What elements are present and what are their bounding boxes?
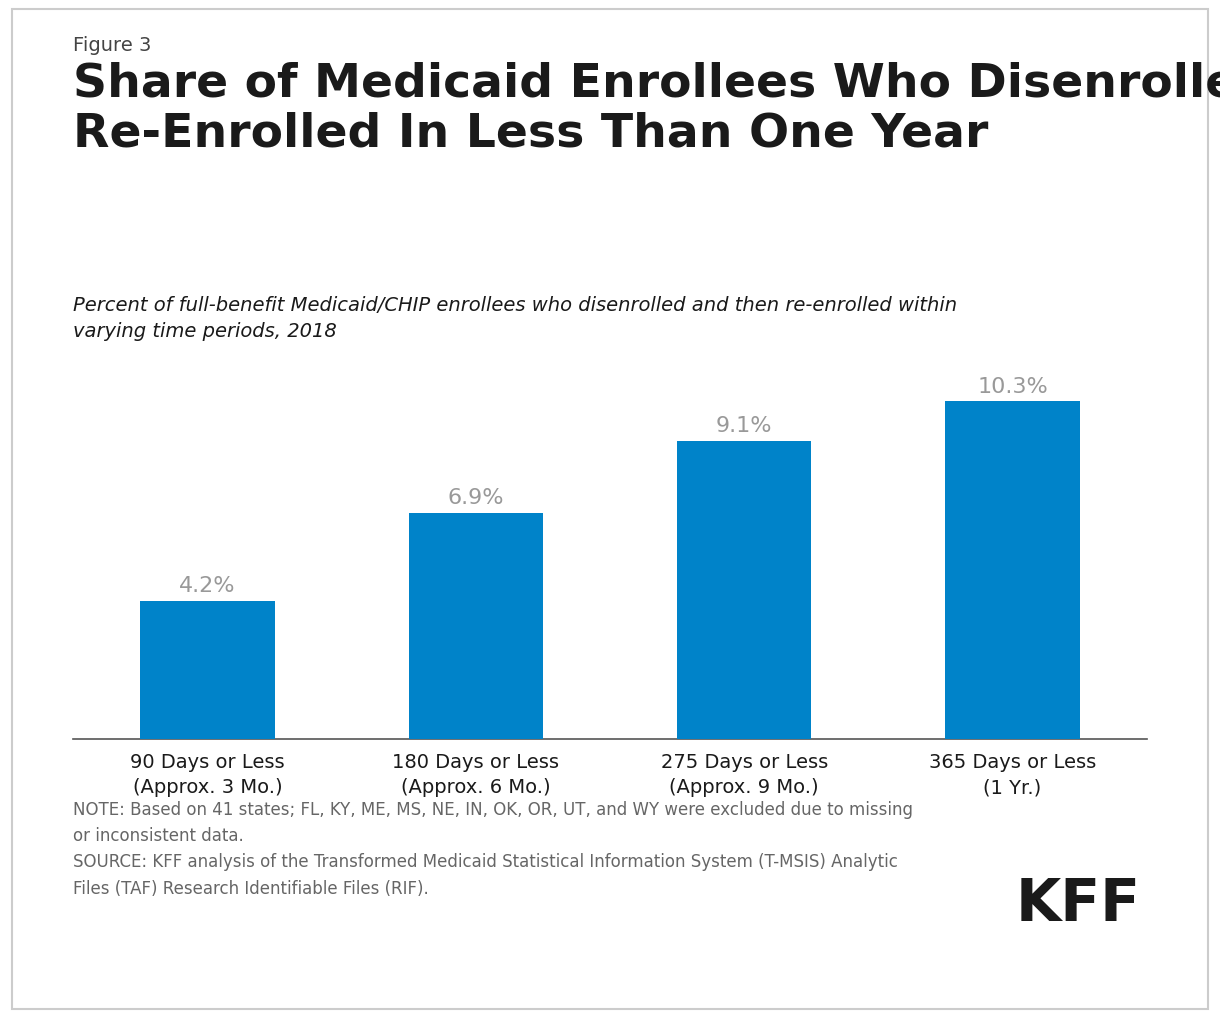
Text: 4.2%: 4.2% (179, 576, 235, 595)
Bar (409, 514, 543, 739)
Text: 6.9%: 6.9% (448, 487, 504, 507)
Text: NOTE: Based on 41 states; FL, KY, ME, MS, NE, IN, OK, OR, UT, and WY were exclud: NOTE: Based on 41 states; FL, KY, ME, MS… (73, 800, 914, 897)
Bar (946, 403, 1080, 739)
Bar (677, 441, 811, 739)
Bar (140, 601, 274, 739)
Text: Figure 3: Figure 3 (73, 36, 151, 55)
Text: Percent of full-benefit Medicaid/CHIP enrollees who disenrolled and then re-enro: Percent of full-benefit Medicaid/CHIP en… (73, 296, 958, 341)
Text: 10.3%: 10.3% (977, 376, 1048, 396)
Text: Share of Medicaid Enrollees Who Disenrolled Then
Re-Enrolled In Less Than One Ye: Share of Medicaid Enrollees Who Disenrol… (73, 61, 1220, 156)
Text: KFF: KFF (1016, 875, 1141, 932)
Text: 9.1%: 9.1% (716, 416, 772, 435)
